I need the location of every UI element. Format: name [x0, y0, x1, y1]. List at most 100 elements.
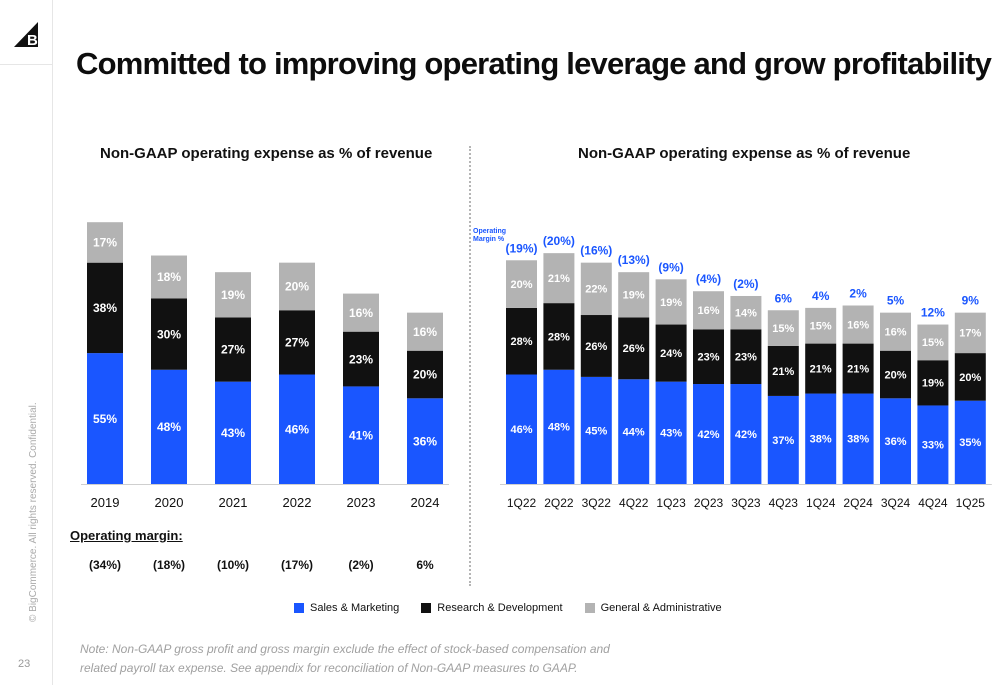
- quarterly-bar-label-2-1: 21%: [548, 273, 570, 285]
- quarterly-margin-label-3: (13%): [618, 253, 650, 267]
- operating-margin-value-2: (10%): [216, 558, 249, 572]
- quarterly-bar-2-3: [618, 272, 650, 318]
- annual-bar-label-2-2: 19%: [221, 288, 245, 302]
- quarterly-bar-label-1-4: 24%: [660, 348, 682, 360]
- quarterly-bar-1-4: [655, 324, 687, 382]
- quarterly-bar-1-6: [730, 329, 762, 385]
- quarterly-bar-label-0-1: 48%: [548, 422, 570, 434]
- quarterly-bar-2-1: [543, 253, 575, 304]
- annual-bar-2-0: [87, 222, 123, 263]
- quarterly-bar-0-3: [618, 379, 650, 484]
- quarterly-bar-0-0: [506, 374, 537, 484]
- annual-bar-label-0-4: 41%: [349, 428, 373, 442]
- operating-margin-value-1: (18%): [152, 558, 185, 572]
- chart-divider: [469, 146, 471, 586]
- legend-swatch-general: [584, 603, 595, 613]
- annual-bar-label-1-5: 20%: [413, 368, 437, 382]
- quarterly-bar-0-2: [580, 376, 612, 484]
- annual-bar-label-2-1: 18%: [157, 270, 181, 284]
- quarterly-margin-label-8: 4%: [812, 289, 830, 303]
- annual-bar-2-2: [215, 272, 251, 318]
- quarterly-bar-label-0-0: 46%: [510, 424, 532, 436]
- quarterly-bar-0-4: [655, 381, 687, 484]
- annual-bar-0-0: [87, 353, 123, 484]
- quarterly-bar-1-10: [880, 350, 911, 399]
- quarterly-tick-label-6: 3Q23: [731, 496, 761, 510]
- footnote: Note: Non-GAAP gross profit and gross ma…: [80, 640, 610, 678]
- quarterly-tick-label-0: 1Q22: [507, 496, 537, 510]
- quarterly-bar-label-2-12: 17%: [959, 328, 981, 340]
- legend-label-general: General & Administrative: [600, 602, 722, 614]
- quarterly-bar-label-2-6: 14%: [735, 307, 757, 319]
- annual-chart-title: Non-GAAP operating expense as % of reven…: [100, 145, 433, 162]
- page-number: 23: [18, 658, 31, 670]
- quarterly-bar-label-0-9: 38%: [847, 434, 869, 446]
- legend-label-research: Research & Development: [437, 602, 563, 614]
- quarterly-bar-2-7: [767, 310, 799, 346]
- annual-bar-1-2: [215, 317, 251, 382]
- quarterly-bar-label-0-11: 33%: [922, 440, 944, 452]
- quarterly-bar-2-5: [693, 291, 724, 330]
- annual-bar-1-3: [279, 310, 315, 375]
- quarterly-bar-2-10: [880, 312, 911, 351]
- quarterly-bar-label-2-11: 15%: [922, 337, 944, 349]
- annual-bar-1-5: [407, 350, 443, 399]
- quarterly-tick-label-3: 4Q22: [619, 496, 649, 510]
- legend-swatch-research: [421, 603, 432, 613]
- annual-bar-label-1-2: 27%: [221, 343, 245, 357]
- quarterly-tick-label-11: 4Q24: [918, 496, 948, 510]
- quarterly-margin-label-12: 9%: [962, 294, 980, 308]
- annual-bar-0-4: [343, 386, 379, 484]
- quarterly-tick-label-5: 2Q23: [694, 496, 724, 510]
- quarterly-margin-label-1: (20%): [543, 234, 575, 248]
- quarterly-bar-label-1-10: 20%: [884, 369, 906, 381]
- chart-legend: Sales & Marketing Research & Development…: [294, 602, 722, 614]
- quarterly-bar-2-12: [954, 312, 986, 354]
- quarterly-bar-0-11: [917, 405, 949, 484]
- quarterly-bar-label-0-12: 35%: [959, 437, 981, 449]
- annual-bar-label-1-4: 23%: [349, 352, 373, 366]
- quarterly-bar-0-10: [880, 398, 911, 484]
- quarterly-bar-1-12: [954, 353, 986, 401]
- quarterly-bar-label-2-3: 19%: [623, 290, 645, 302]
- quarterly-bar-2-2: [580, 262, 612, 316]
- operating-margin-value-4: (2%): [348, 558, 374, 572]
- quarterly-tick-label-7: 4Q23: [769, 496, 799, 510]
- quarterly-bar-label-1-3: 26%: [623, 343, 645, 355]
- quarterly-margin-label-9: 2%: [849, 287, 867, 301]
- quarterly-bar-label-2-2: 22%: [585, 284, 607, 296]
- quarterly-bar-0-9: [842, 393, 874, 484]
- quarterly-bar-2-4: [655, 279, 687, 325]
- quarterly-bar-label-0-10: 36%: [884, 436, 906, 448]
- quarterly-bar-2-6: [730, 295, 762, 330]
- quarterly-bar-label-2-0: 20%: [510, 279, 532, 291]
- annual-bar-0-5: [407, 398, 443, 484]
- annual-tick-label-2: 2021: [219, 495, 248, 510]
- quarterly-margin-label-10: 5%: [887, 294, 905, 308]
- quarterly-bar-label-0-3: 44%: [623, 426, 645, 438]
- quarterly-bar-label-1-11: 19%: [922, 378, 944, 390]
- legend-item-sales: Sales & Marketing: [294, 602, 399, 614]
- annual-tick-label-5: 2024: [411, 495, 440, 510]
- quarterly-bar-1-11: [917, 360, 949, 406]
- annual-bar-label-0-5: 36%: [413, 434, 437, 448]
- annual-tick-label-0: 2019: [91, 495, 120, 510]
- quarterly-bar-1-7: [767, 345, 799, 396]
- quarterly-bar-label-0-5: 42%: [697, 429, 719, 441]
- quarterly-bar-1-5: [693, 329, 724, 385]
- quarterly-margin-label-6: (2%): [733, 277, 758, 291]
- quarterly-bar-label-2-8: 15%: [810, 321, 832, 333]
- annual-tick-label-1: 2020: [155, 495, 184, 510]
- annual-bar-label-1-3: 27%: [285, 336, 309, 350]
- quarterly-bar-0-5: [693, 384, 724, 484]
- quarterly-margin-label-11: 12%: [921, 306, 945, 320]
- quarterly-bar-label-2-4: 19%: [660, 297, 682, 309]
- annual-bar-1-4: [343, 331, 379, 387]
- quarterly-bar-0-12: [954, 400, 986, 484]
- annual-tick-label-4: 2023: [347, 495, 376, 510]
- quarterly-tick-label-12: 1Q25: [956, 496, 986, 510]
- operating-margin-value-3: (17%): [280, 558, 313, 572]
- quarterly-bar-label-1-7: 21%: [772, 366, 794, 378]
- quarterly-bar-label-1-12: 20%: [959, 372, 981, 384]
